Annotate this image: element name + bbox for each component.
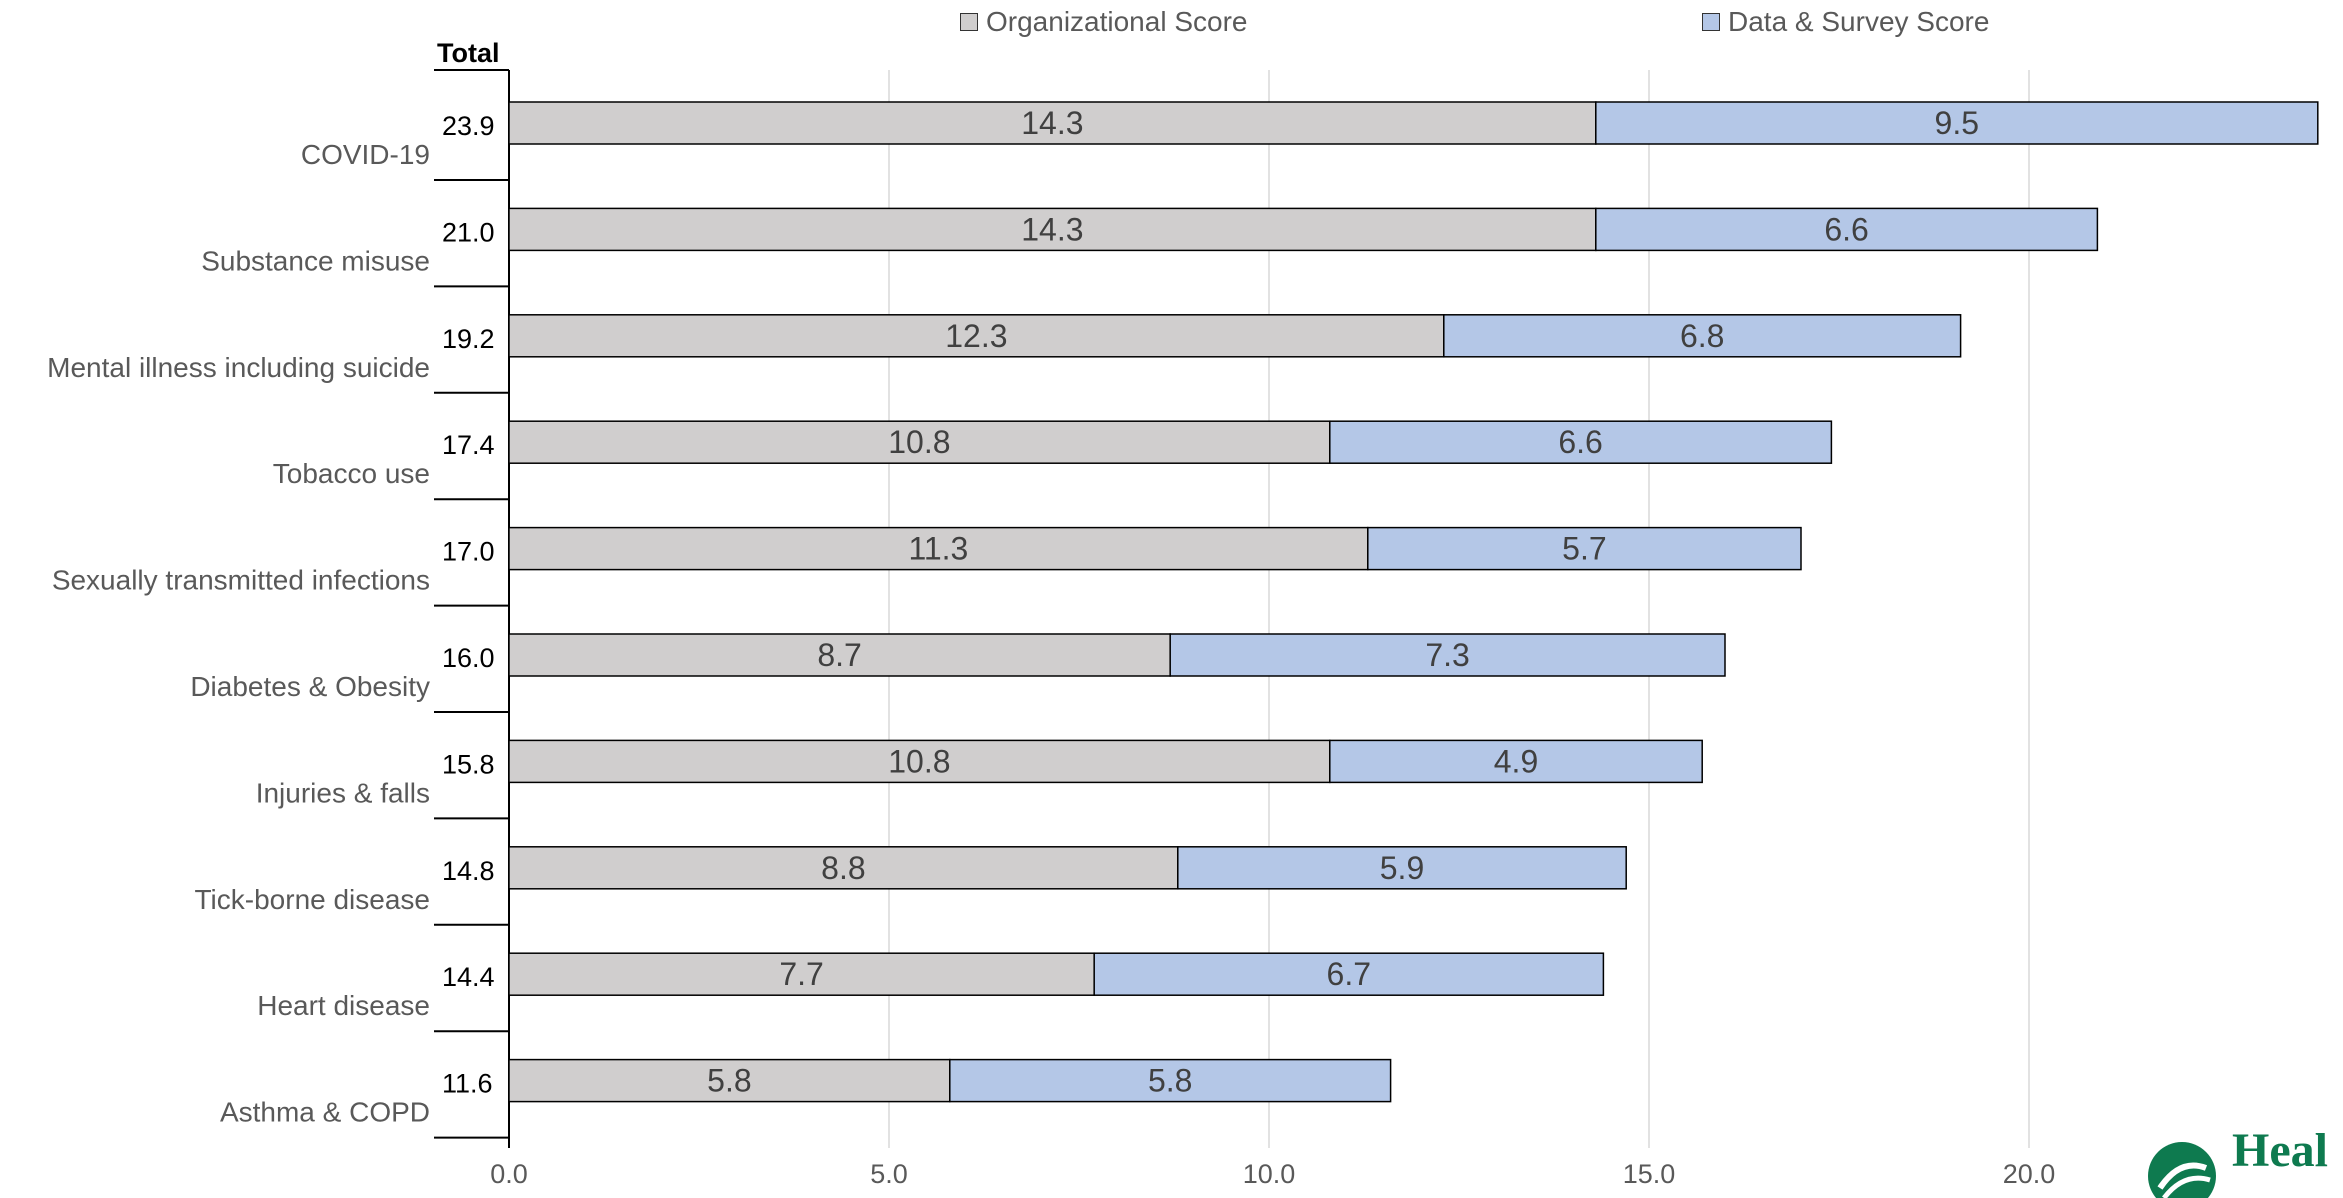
bar-organizational xyxy=(508,952,1095,996)
x-tick-label: 15.0 xyxy=(1623,1159,1676,1189)
category-label: Heart disease xyxy=(257,990,430,1021)
legend-label-organizational: Organizational Score xyxy=(986,6,1248,37)
total-value: 16.0 xyxy=(442,643,495,673)
total-value: 15.8 xyxy=(442,749,495,779)
data-label-data-survey: 5.7 xyxy=(1562,531,1606,567)
bar-organizational xyxy=(508,1058,951,1103)
legend-item-organizational: Organizational Score xyxy=(960,4,1247,40)
data-label-organizational: 8.8 xyxy=(821,850,865,886)
bar-data-survey xyxy=(1329,739,1703,784)
data-label-data-survey: 7.3 xyxy=(1425,637,1469,673)
bar-organizational xyxy=(508,846,1179,890)
total-value: 14.4 xyxy=(442,962,495,992)
data-label-data-survey: 4.9 xyxy=(1494,743,1538,779)
x-tick-label: 0.0 xyxy=(490,1159,528,1189)
data-label-organizational: 14.3 xyxy=(1021,211,1083,247)
bar-data-survey xyxy=(1595,101,2319,145)
total-value: 17.0 xyxy=(442,537,495,567)
legend-label-data-survey: Data & Survey Score xyxy=(1728,6,1990,37)
bar-data-survey xyxy=(1595,207,2099,252)
category-label: Asthma & COPD xyxy=(220,1097,430,1128)
bar-data-survey xyxy=(1093,952,1605,996)
total-value: 14.8 xyxy=(442,856,495,886)
category-label: Tick-borne disease xyxy=(194,884,430,915)
totals-header: Total xyxy=(437,38,500,68)
legend-item-data-survey: Data & Survey Score xyxy=(1702,4,1989,40)
logo-mark-icon: Heal xyxy=(2148,1128,2328,1198)
data-label-organizational: 7.7 xyxy=(779,956,823,992)
total-value: 11.6 xyxy=(442,1069,493,1099)
bar-organizational xyxy=(508,420,1331,464)
x-tick-label: 10.0 xyxy=(1243,1159,1296,1189)
data-label-data-survey: 6.8 xyxy=(1680,318,1724,354)
legend-swatch-data-survey xyxy=(1702,13,1720,31)
total-value: 23.9 xyxy=(442,111,495,141)
bar-organizational xyxy=(508,526,1369,571)
data-label-data-survey: 5.9 xyxy=(1380,850,1424,886)
data-label-organizational: 8.7 xyxy=(817,637,861,673)
x-tick-label: 20.0 xyxy=(2003,1159,2056,1189)
category-label: COVID-19 xyxy=(301,139,430,170)
x-tick-label: 5.0 xyxy=(870,1159,908,1189)
category-label: Tobacco use xyxy=(273,458,430,489)
data-label-data-survey: 6.7 xyxy=(1327,956,1371,992)
data-label-data-survey: 5.8 xyxy=(1148,1063,1192,1099)
bar-data-survey xyxy=(1169,633,1726,677)
category-label: Sexually transmitted infections xyxy=(52,565,430,596)
bar-data-survey xyxy=(1177,846,1627,890)
data-label-data-survey: 6.6 xyxy=(1558,424,1602,460)
total-value: 17.4 xyxy=(442,430,495,460)
total-value: 19.2 xyxy=(442,324,495,354)
category-label: Injuries & falls xyxy=(256,777,430,808)
bar-data-survey xyxy=(949,1058,1392,1103)
bar-organizational xyxy=(508,207,1597,252)
bar-data-survey xyxy=(1367,526,1802,571)
data-label-organizational: 12.3 xyxy=(945,318,1007,354)
bar-data-survey xyxy=(1329,420,1833,464)
bar-organizational xyxy=(508,314,1445,358)
category-label: Substance misuse xyxy=(201,245,430,276)
data-label-organizational: 11.3 xyxy=(908,531,968,567)
logo-text: Heal xyxy=(2232,1128,2328,1177)
bar-organizational xyxy=(508,101,1597,145)
category-label: Mental illness including suicide xyxy=(47,352,430,383)
total-value: 21.0 xyxy=(442,217,495,247)
bar-organizational xyxy=(508,739,1331,784)
logo: Heal xyxy=(2140,1128,2343,1198)
category-label: Diabetes & Obesity xyxy=(190,671,430,702)
data-label-data-survey: 9.5 xyxy=(1935,105,1979,141)
data-label-data-survey: 6.6 xyxy=(1824,211,1868,247)
bar-organizational xyxy=(508,633,1171,677)
bar-data-survey xyxy=(1443,314,1962,358)
data-label-organizational: 10.8 xyxy=(888,424,950,460)
legend-swatch-organizational xyxy=(960,13,978,31)
data-label-organizational: 10.8 xyxy=(888,743,950,779)
data-label-organizational: 14.3 xyxy=(1021,105,1083,141)
data-label-organizational: 5.8 xyxy=(707,1063,751,1099)
